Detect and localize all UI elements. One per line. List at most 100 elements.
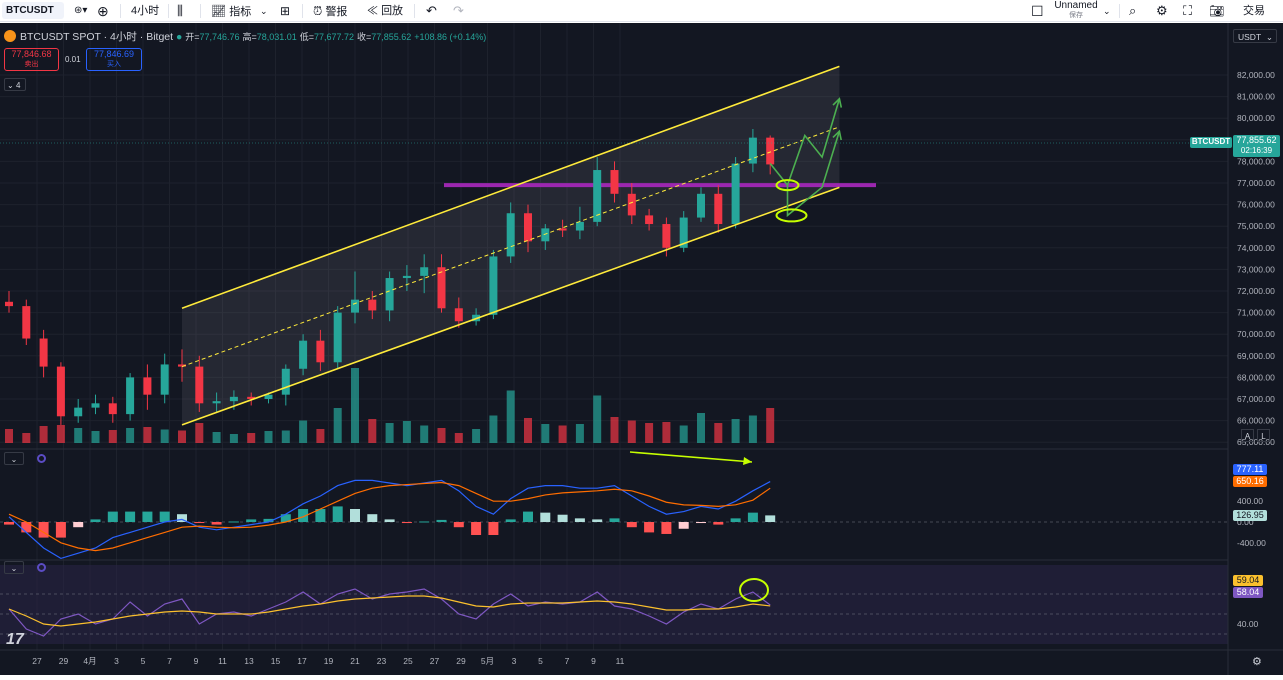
- symbol-search-button[interactable]: BTCUSDT: [2, 2, 64, 19]
- collapse-count: 4: [15, 81, 21, 90]
- candle-body: [402, 275, 411, 279]
- price-tick-label: 69,000.00: [1237, 351, 1275, 361]
- add-symbol-icon[interactable]: ⊕: [97, 3, 109, 19]
- time-tick-label: 29: [456, 656, 466, 666]
- compare-icon[interactable]: ⊛▾: [74, 5, 88, 16]
- indicators-icon: 📈︎: [211, 4, 227, 18]
- macd-histogram-bar: [332, 506, 343, 522]
- macd-tick-label: 400.00: [1237, 496, 1263, 506]
- macd-histogram-bar: [523, 511, 533, 522]
- macd-histogram-value: 126.95: [1233, 510, 1267, 521]
- macd-collapse-button[interactable]: ⌄: [4, 452, 24, 465]
- buy-price: 77,846.69: [93, 49, 135, 59]
- volume-bar: [454, 433, 463, 443]
- interval-button[interactable]: 4小时: [131, 5, 160, 17]
- buy-button[interactable]: 77,846.69 买入: [86, 48, 142, 71]
- macd-histogram-bar: [419, 521, 430, 523]
- macd-histogram-bar: [401, 522, 412, 524]
- price-tick-label: 80,000.00: [1237, 113, 1275, 123]
- volume-bar: [472, 429, 481, 443]
- time-tick-label: 7: [565, 656, 570, 666]
- time-axis[interactable]: 27 29 4月 3 5 7 9 11 13 15 17 19 21 23 25 27 29 5月 3 5 7 9 11: [32, 656, 624, 666]
- macd-histogram-bar: [107, 511, 118, 522]
- price-axis[interactable]: 82,000.0081,000.0080,000.0079,000.0078,0…: [1237, 70, 1275, 447]
- channel-upper-line: [181, 65, 840, 310]
- volume-bar: [368, 419, 377, 443]
- currency-selector[interactable]: USDT ⌄: [1233, 29, 1277, 43]
- fullscreen-icon[interactable]: ⛶: [1183, 3, 1193, 18]
- volume-bar: [662, 422, 671, 443]
- candle-body: [558, 228, 567, 231]
- time-axis-settings-gear-icon[interactable]: ⚙: [1252, 656, 1262, 668]
- volume-bar: [333, 408, 342, 443]
- trade-button[interactable]: 交易: [1243, 5, 1265, 17]
- auto-scale-button[interactable]: A: [1241, 429, 1254, 442]
- legend-open-label: 开=: [185, 32, 200, 42]
- macd-histogram-bar: [228, 521, 239, 523]
- sell-button[interactable]: 77,846.68 卖出: [4, 48, 59, 71]
- layout-name-button[interactable]: Unnamed 保存: [1053, 1, 1099, 23]
- time-tick-label: 4月: [83, 656, 96, 666]
- rsi-collapse-button[interactable]: ⌄: [4, 561, 24, 574]
- price-tick-label: 81,000.00: [1237, 92, 1275, 102]
- replay-icon: ≪: [367, 5, 378, 17]
- top-toolbar: BTCUSDT ⊛▾ ⊕ 4小时 ⫼ 📈︎ 指标 ⌄ ⊞ ⏰︎ 警报 ≪ 回放 …: [0, 0, 1283, 22]
- price-tick-label: 66,000.00: [1237, 416, 1275, 426]
- price-tick-label: 76,000.00: [1237, 200, 1275, 210]
- volume-bar: [212, 432, 221, 443]
- undo-icon[interactable]: ↶: [426, 3, 437, 18]
- legend-title: BTCUSDT SPOT · 4小时 · Bitget: [20, 31, 174, 43]
- candle-body: [5, 301, 13, 307]
- log-scale-button[interactable]: L: [1257, 429, 1270, 442]
- candle-body: [160, 364, 169, 395]
- time-tick-label: 5: [141, 656, 146, 666]
- redo-icon[interactable]: ↷: [453, 3, 464, 18]
- symbol-legend[interactable]: BTCUSDT SPOT · 4小时 · Bitget ● 开=77,746.7…: [20, 29, 486, 44]
- price-tick-label: 75,000.00: [1237, 221, 1275, 231]
- replay-button[interactable]: ≪ 回放: [367, 0, 403, 22]
- layout-square-icon[interactable]: ☐: [1031, 3, 1044, 19]
- volume-bar: [351, 368, 359, 443]
- price-tick-label: 78,000.00: [1237, 156, 1275, 166]
- candle-body: [212, 401, 221, 404]
- macd-histogram-bar: [315, 509, 326, 522]
- macd-histogram-bar: [453, 522, 464, 528]
- macd-histogram-bar: [505, 519, 516, 522]
- volume-bar: [593, 395, 602, 443]
- layout-grid-icon[interactable]: ⊞: [280, 4, 291, 18]
- legend-dot-icon: ●: [175, 31, 183, 43]
- candle-body: [766, 137, 775, 165]
- candle-body: [541, 228, 550, 242]
- alert-button[interactable]: ⏰︎ 警报: [313, 0, 347, 22]
- layout-menu-chevron-icon[interactable]: ⌄: [1103, 6, 1111, 16]
- macd-histogram-bar: [471, 522, 482, 535]
- candle-type-icon[interactable]: ⫼: [177, 3, 183, 18]
- snapshot-camera-icon[interactable]: 📷︎: [1209, 4, 1225, 18]
- macd-histogram-bar: [142, 511, 153, 522]
- sell-label: 卖出: [24, 61, 39, 68]
- candle-body: [178, 364, 186, 367]
- candle-body: [454, 308, 463, 322]
- rsi-eye-icon[interactable]: [37, 563, 46, 572]
- alert-label: 警报: [325, 6, 348, 18]
- volume-bar: [229, 434, 238, 443]
- chevron-down-icon[interactable]: ⌄: [260, 6, 268, 16]
- chart-area[interactable]: 400.00 0.00 -400.00 40.00 82,000.00 81,000.…: [0, 23, 1283, 675]
- settings-gear-icon[interactable]: ⚙: [1156, 3, 1168, 18]
- rsi-pane: 40.00: [0, 588, 1259, 637]
- macd-eye-icon[interactable]: [37, 454, 46, 463]
- candle-body: [351, 299, 359, 313]
- save-label: 保存: [1069, 12, 1083, 19]
- volume-bar: [316, 429, 325, 443]
- candle-body: [126, 377, 135, 415]
- indicators-button[interactable]: 📈︎ 指标: [211, 0, 251, 22]
- legend-low: 77,677.72: [313, 32, 355, 42]
- volume-bars: [5, 368, 775, 443]
- volume-bar: [731, 419, 740, 443]
- indicators-collapse-button[interactable]: ⌄ 4: [4, 78, 26, 91]
- macd-histogram-bar: [609, 518, 620, 522]
- macd-histogram-bar: [38, 522, 49, 538]
- time-tick-label: 5: [538, 656, 543, 666]
- quick-search-icon[interactable]: ⌕: [1129, 3, 1137, 18]
- chart-canvas[interactable]: 400.00 0.00 -400.00 40.00 82,000.00 81,000.…: [0, 23, 1283, 675]
